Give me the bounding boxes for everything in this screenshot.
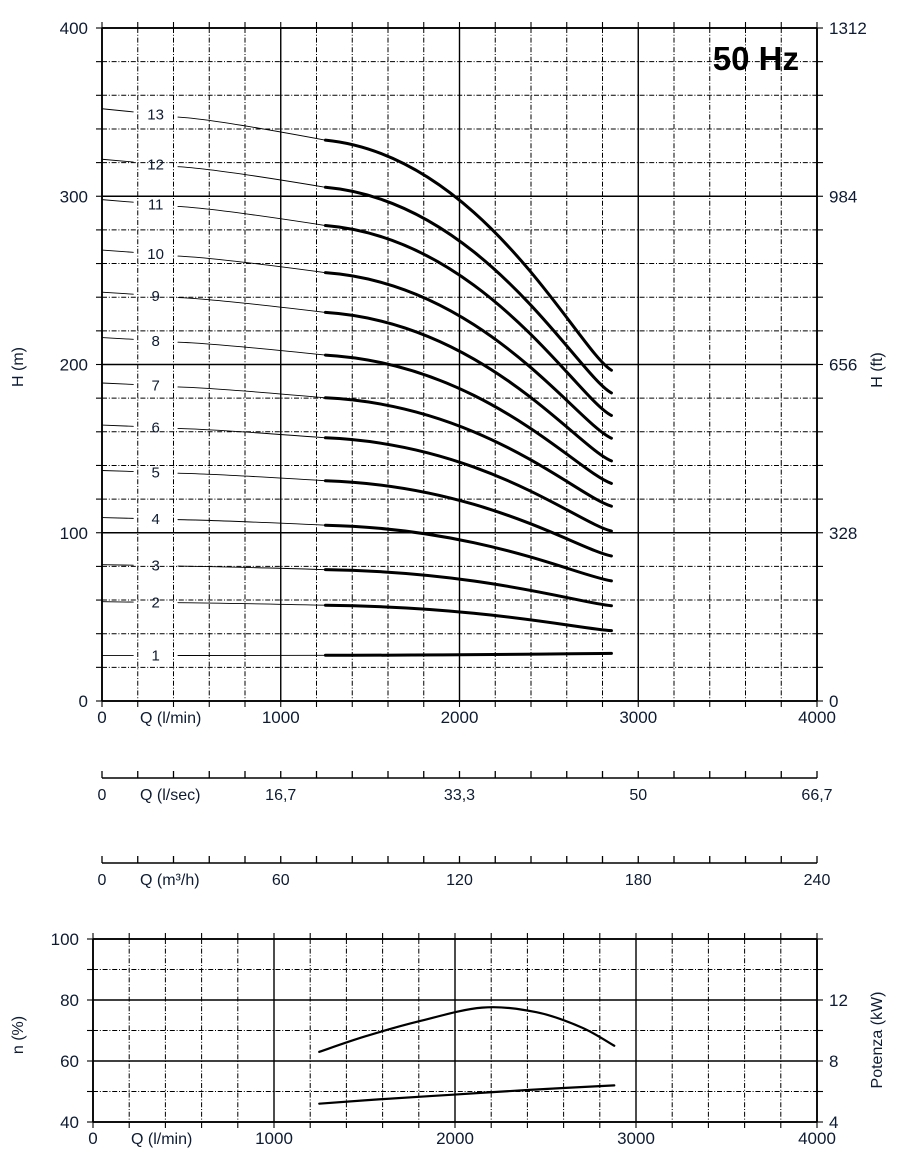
svg-text:2000: 2000 (436, 1129, 474, 1148)
svg-text:9: 9 (151, 288, 159, 305)
svg-text:10: 10 (147, 246, 164, 263)
svg-text:4: 4 (151, 511, 159, 528)
svg-text:Potenza (kW): Potenza (kW) (869, 992, 886, 1089)
svg-text:0: 0 (829, 692, 838, 711)
svg-text:12: 12 (147, 156, 164, 173)
svg-text:50 Hz: 50 Hz (713, 40, 799, 77)
svg-text:66,7: 66,7 (801, 787, 832, 804)
svg-text:240: 240 (804, 872, 831, 889)
svg-text:8: 8 (829, 1052, 838, 1071)
svg-text:984: 984 (829, 187, 857, 206)
svg-text:40: 40 (60, 1113, 79, 1132)
svg-text:3000: 3000 (617, 1129, 655, 1148)
svg-text:H (m): H (m) (10, 347, 27, 387)
svg-text:3000: 3000 (619, 708, 657, 727)
svg-text:60: 60 (60, 1052, 79, 1071)
svg-text:7: 7 (151, 378, 159, 395)
svg-text:180: 180 (625, 872, 652, 889)
svg-text:120: 120 (446, 872, 473, 889)
svg-text:13: 13 (147, 106, 164, 123)
svg-text:8: 8 (151, 333, 159, 350)
svg-text:100: 100 (51, 930, 79, 949)
svg-text:Q (l/min): Q (l/min) (131, 1131, 192, 1148)
svg-text:1312: 1312 (829, 19, 867, 38)
svg-text:80: 80 (60, 991, 79, 1010)
svg-text:0: 0 (98, 787, 107, 804)
svg-text:5: 5 (151, 464, 159, 481)
svg-text:11: 11 (148, 196, 164, 213)
svg-text:100: 100 (60, 524, 88, 543)
svg-text:400: 400 (60, 19, 88, 38)
svg-text:0: 0 (79, 692, 88, 711)
svg-text:12: 12 (829, 991, 848, 1010)
svg-text:Q (l/min): Q (l/min) (140, 710, 201, 727)
svg-text:2000: 2000 (441, 708, 479, 727)
svg-text:Q (l/sec): Q (l/sec) (140, 787, 200, 804)
svg-text:1: 1 (151, 648, 159, 665)
svg-text:0: 0 (88, 1129, 97, 1148)
svg-text:60: 60 (272, 872, 290, 889)
svg-text:16,7: 16,7 (265, 787, 296, 804)
svg-text:1000: 1000 (255, 1129, 293, 1148)
svg-text:4: 4 (829, 1113, 838, 1132)
svg-text:n (%): n (%) (10, 1016, 27, 1054)
svg-text:328: 328 (829, 524, 857, 543)
svg-text:6: 6 (151, 419, 159, 436)
svg-text:50: 50 (629, 787, 647, 804)
svg-text:656: 656 (829, 356, 857, 375)
svg-text:Q (m³/h): Q (m³/h) (140, 872, 200, 889)
svg-text:1000: 1000 (262, 708, 300, 727)
svg-text:0: 0 (98, 872, 107, 889)
svg-text:33,3: 33,3 (444, 787, 475, 804)
svg-text:3: 3 (151, 558, 159, 575)
svg-text:200: 200 (60, 356, 88, 375)
svg-text:0: 0 (97, 708, 106, 727)
svg-text:300: 300 (60, 187, 88, 206)
svg-text:2: 2 (151, 594, 159, 611)
svg-text:H (ft): H (ft) (869, 352, 886, 388)
